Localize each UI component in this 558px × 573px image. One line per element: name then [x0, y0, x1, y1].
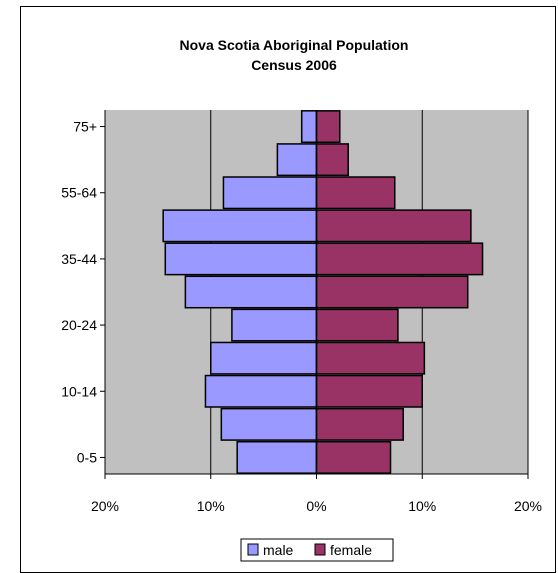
- legend-label-female: female: [330, 542, 372, 558]
- x-axis-labels: 20% 10% 0% 10% 20%: [91, 474, 542, 514]
- bar-female-0-5: [315, 440, 392, 474]
- y-axis-labels: 0-5 10-14 20-24 35-44 55-64 75+: [61, 119, 105, 465]
- x-tick-label: 10%: [197, 498, 225, 514]
- x-tick-label: 20%: [91, 498, 119, 514]
- chart-title-line-1: Nova Scotia Aboriginal Population: [180, 37, 409, 53]
- y-tick-label: 0-5: [77, 449, 97, 465]
- x-tick-label: 10%: [408, 498, 436, 514]
- y-tick-label: 55-64: [61, 185, 97, 201]
- y-tick-label: 75+: [73, 119, 97, 135]
- bar-female-25-34: [315, 275, 469, 309]
- bars-group: [105, 110, 528, 475]
- legend-swatch-male: [247, 543, 259, 556]
- bar-female-10-14: [315, 374, 423, 408]
- bar-female-6-9: [315, 407, 404, 441]
- bar-male-20-24: [231, 308, 318, 342]
- bar-female-75+: [315, 110, 341, 144]
- bar-male-45-54: [162, 209, 318, 243]
- bar-male-65-74: [276, 143, 318, 177]
- bar-female-45-54: [315, 209, 472, 243]
- bar-male-55-64: [222, 176, 318, 210]
- legend: male female: [240, 538, 394, 562]
- bar-male-6-9: [220, 407, 318, 441]
- y-tick-label: 20-24: [61, 317, 97, 333]
- legend-swatch-female: [314, 543, 326, 556]
- bar-female-15-19: [315, 341, 426, 375]
- chart-title-line-2: Census 2006: [251, 57, 337, 73]
- bar-male-10-14: [204, 374, 318, 408]
- bar-male-35-44: [164, 242, 318, 276]
- y-tick-label: 10-14: [61, 383, 97, 399]
- bar-male-25-34: [184, 275, 318, 309]
- bar-female-20-24: [315, 308, 399, 342]
- bar-female-55-64: [315, 176, 396, 210]
- x-tick-label: 20%: [514, 498, 542, 514]
- bar-female-35-44: [315, 242, 484, 276]
- x-tick-label: 0%: [306, 498, 326, 514]
- bar-male-75+: [300, 110, 318, 144]
- y-tick-label: 35-44: [61, 251, 97, 267]
- bar-male-15-19: [210, 341, 318, 375]
- bar-male-0-5: [236, 440, 318, 474]
- bar-female-65-74: [315, 143, 349, 177]
- legend-label-male: male: [263, 542, 294, 558]
